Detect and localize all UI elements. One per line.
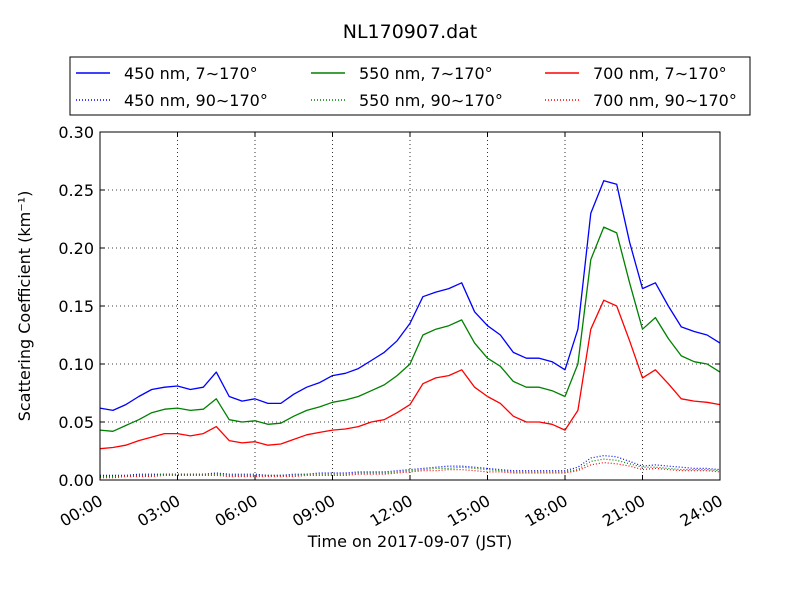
y-tick-label: 0.15	[58, 297, 94, 316]
y-axis-label: Scattering Coefficient (km⁻¹)	[15, 191, 34, 422]
legend-box	[69, 56, 751, 116]
x-axis-label: Time on 2017-09-07 (JST)	[307, 532, 512, 551]
y-tick-label: 0.00	[58, 471, 94, 490]
grid	[100, 132, 720, 480]
x-tick-label: 06:00	[212, 491, 261, 531]
axes: 00:00 03:00 06:00 09:00 12:00 15:00 18:00 21:00…	[57, 123, 726, 531]
series-line-6	[100, 462, 721, 479]
legend-label-5: 700 nm, 7∼170°	[593, 64, 727, 83]
series-line-5	[99, 299, 721, 450]
y-tick-label: 0.25	[58, 181, 94, 200]
series-line-1	[99, 180, 721, 412]
x-tick-label: 09:00	[289, 491, 338, 531]
x-tick-label: 03:00	[134, 491, 183, 531]
series-line-4	[100, 458, 721, 478]
legend-label-6: 700 nm, 90∼170°	[593, 91, 737, 110]
legend-label-1: 450 nm, 7∼170°	[124, 64, 258, 83]
y-tick-label: 0.10	[58, 355, 94, 374]
x-tick-label: 21:00	[599, 491, 648, 531]
y-tick-label: 0.20	[58, 239, 94, 258]
legend-label-3: 550 nm, 7∼170°	[359, 64, 493, 83]
x-tick-label: 00:00	[57, 491, 106, 531]
legend-label-4: 550 nm, 90∼170°	[359, 91, 503, 110]
chart-title: NL170907.dat	[343, 21, 478, 43]
x-tick-label: 18:00	[522, 491, 571, 531]
legend: 450 nm, 7∼170° 450 nm, 90∼170° 550 nm, 7∼1…	[69, 56, 751, 116]
y-tick-label: 0.05	[58, 413, 94, 432]
x-tick-label: 24:00	[677, 491, 726, 531]
x-tick-label: 15:00	[444, 491, 493, 531]
x-tick-label: 12:00	[367, 491, 416, 531]
y-tick-label: 0.30	[58, 123, 94, 142]
legend-label-2: 450 nm, 90∼170°	[124, 91, 268, 110]
series-line-3	[99, 226, 721, 432]
series-layer	[99, 180, 721, 479]
